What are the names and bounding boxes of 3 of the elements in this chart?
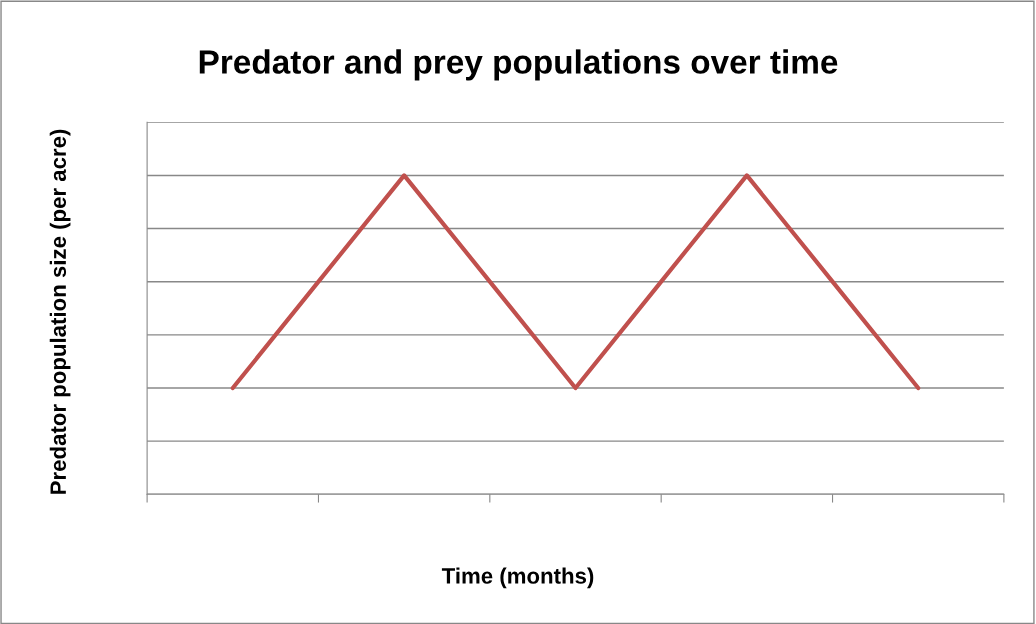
x-axis-title: Time (months) xyxy=(441,567,594,589)
chart-title: Predator and prey populations over time xyxy=(199,49,838,81)
y-axis-title: Predator population size (per acre) xyxy=(49,129,71,494)
